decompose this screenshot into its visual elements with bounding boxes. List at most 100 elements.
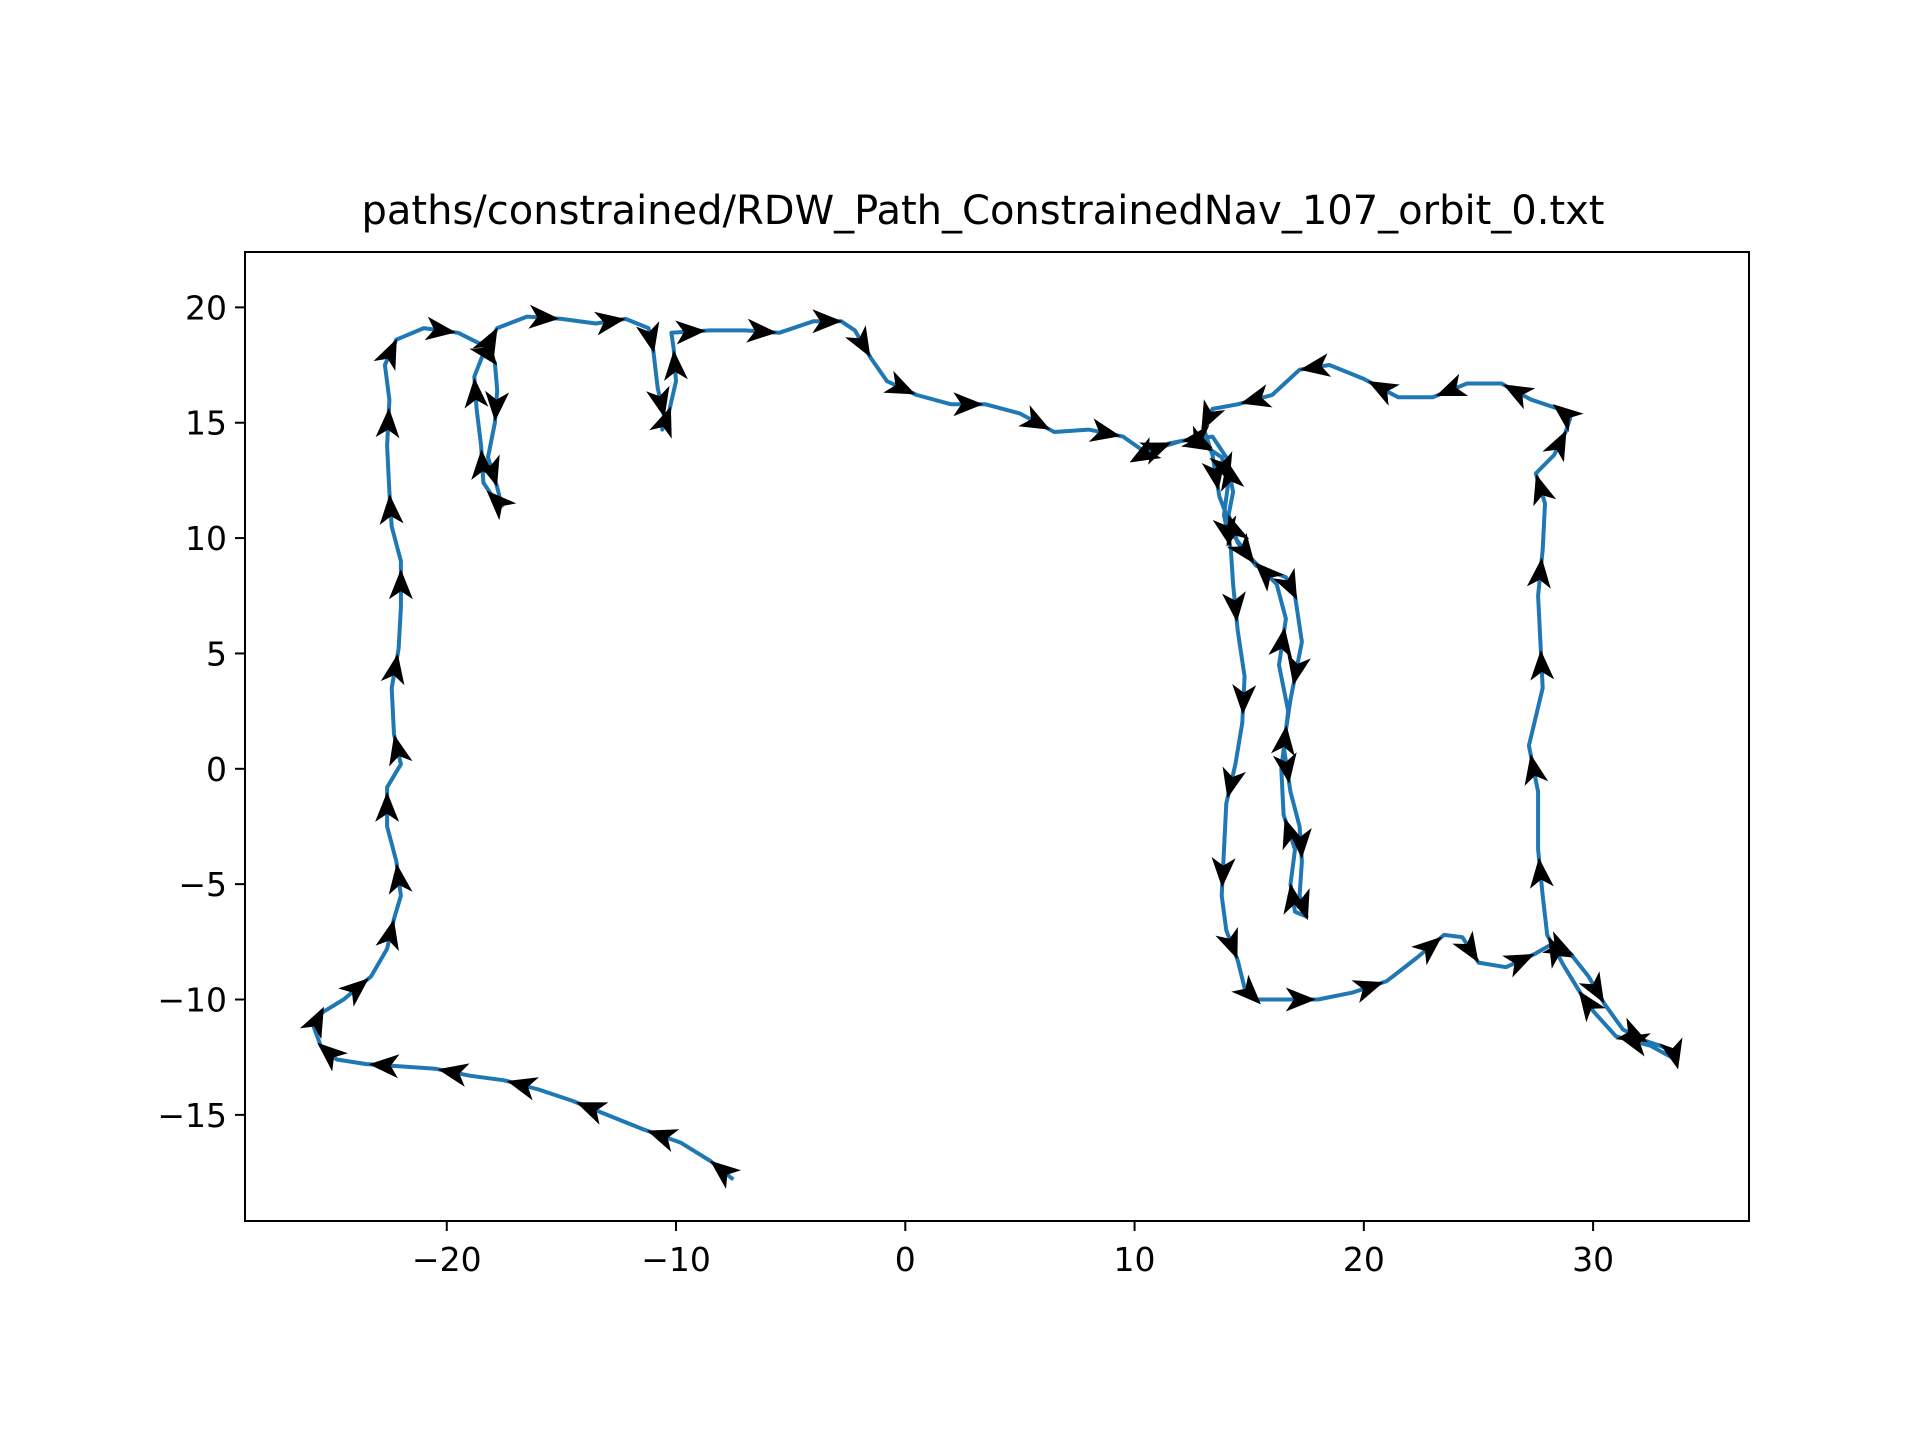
direction-arrow	[1271, 725, 1295, 757]
y-axis: −15 −10 −5 0 5 10 15 20	[157, 288, 245, 1135]
direction-arrow	[1272, 752, 1297, 784]
direction-arrow	[1283, 883, 1307, 915]
direction-arrow	[317, 1042, 348, 1072]
direction-arrow	[1435, 373, 1469, 396]
y-tick-label: −5	[178, 865, 227, 904]
y-tick-label: −15	[157, 1096, 227, 1135]
direction-arrow	[1222, 591, 1246, 623]
direction-arrow	[953, 392, 984, 417]
direction-arrow	[1129, 437, 1162, 463]
direction-arrow	[528, 304, 560, 329]
y-tick-label: 10	[185, 519, 227, 558]
direction-arrow	[646, 385, 670, 418]
direction-arrow	[506, 1077, 539, 1101]
direction-arrow	[710, 1160, 742, 1189]
y-tick-label: 0	[206, 750, 227, 789]
x-tick-label: 0	[895, 1240, 916, 1279]
direction-arrow	[1273, 567, 1298, 600]
direction-arrow	[883, 370, 916, 395]
direction-arrow	[594, 311, 626, 336]
direction-arrow	[1211, 857, 1236, 888]
direction-arrow	[1530, 650, 1555, 681]
direction-arrow	[1240, 384, 1273, 408]
direction-arrow	[373, 338, 397, 371]
direction-arrow	[1201, 399, 1226, 432]
direction-arrow	[437, 1063, 470, 1087]
direction-arrow	[1254, 562, 1285, 592]
direction-arrow	[486, 490, 517, 521]
x-tick-label: −10	[641, 1240, 711, 1279]
direction-arrow	[1088, 418, 1121, 442]
direction-arrow	[1222, 766, 1246, 799]
direction-arrow	[1282, 818, 1306, 851]
direction-arrow	[1524, 754, 1549, 786]
direction-arrow	[1226, 514, 1250, 547]
direction-arrow	[299, 1006, 324, 1040]
direction-arrow	[675, 320, 706, 345]
direction-arrow	[664, 350, 688, 381]
direction-arrow	[1542, 430, 1567, 463]
direction-arrow	[338, 978, 369, 1007]
direction-arrow	[1552, 404, 1584, 433]
y-tick-label: 5	[206, 634, 227, 673]
direction-arrow	[1285, 987, 1316, 1012]
x-axis: −20 −10 0 10 20 30	[412, 1221, 1614, 1279]
direction-arrow	[1287, 653, 1311, 686]
x-tick-label: 30	[1572, 1240, 1614, 1279]
direction-arrow	[464, 377, 489, 409]
direction-arrow	[812, 309, 843, 334]
x-tick-label: −20	[412, 1240, 482, 1279]
direction-arrow	[1201, 459, 1226, 491]
direction-arrow	[1578, 990, 1606, 1023]
direction-arrow	[1533, 474, 1557, 507]
y-tick-label: −10	[157, 981, 227, 1020]
direction-arrow	[472, 327, 498, 360]
direction-arrow	[1232, 684, 1257, 715]
direction-arrow	[1299, 353, 1332, 377]
direction-arrow	[635, 321, 660, 354]
direction-arrow	[1452, 930, 1479, 963]
direction-arrow	[1367, 381, 1400, 406]
direction-arrow	[380, 653, 405, 686]
chart-title: paths/constrained/RDW_Path_ConstrainedNa…	[362, 188, 1605, 234]
direction-arrow	[1502, 954, 1535, 978]
direction-arrow	[1231, 974, 1261, 1005]
direction-arrow	[1215, 927, 1238, 960]
direction-arrow	[576, 1102, 609, 1125]
direction-arrow	[375, 791, 400, 822]
direction-arrow	[375, 919, 399, 952]
direction-arrow	[1548, 936, 1573, 969]
direction-arrow	[375, 407, 400, 439]
direction-arrow	[1220, 459, 1245, 492]
direction-arrow	[1578, 971, 1605, 1004]
direction-arrow	[1659, 1037, 1683, 1070]
direction-arrow	[649, 406, 672, 439]
direction-arrow	[1503, 384, 1536, 410]
direction-arrow	[1526, 557, 1551, 589]
direction-arrow	[471, 449, 496, 480]
direction-arrow	[388, 569, 413, 600]
y-tick-label: 20	[185, 288, 227, 327]
x-tick-label: 20	[1343, 1240, 1385, 1279]
direction-arrow	[1529, 857, 1554, 889]
direction-arrow	[1268, 627, 1293, 659]
direction-arrow	[368, 1054, 400, 1079]
direction-arrow	[1181, 424, 1213, 449]
direction-arrow	[485, 390, 510, 422]
direction-arrow	[1351, 980, 1384, 1003]
x-tick-label: 10	[1114, 1240, 1156, 1279]
direction-arrow	[746, 318, 777, 343]
direction-arrow	[845, 325, 871, 358]
direction-arrow	[647, 1129, 680, 1152]
direction-arrow	[1227, 532, 1255, 564]
direction-arrow	[379, 494, 404, 525]
plot-area	[299, 304, 1683, 1189]
plot-frame	[244, 251, 1750, 1222]
direction-arrow	[388, 863, 413, 895]
direction-arrow	[1618, 1033, 1651, 1057]
direction-arrow	[1411, 936, 1442, 966]
y-tick-label: 15	[185, 404, 227, 443]
direction-arrow	[389, 734, 413, 767]
direction-arrow	[424, 316, 456, 341]
